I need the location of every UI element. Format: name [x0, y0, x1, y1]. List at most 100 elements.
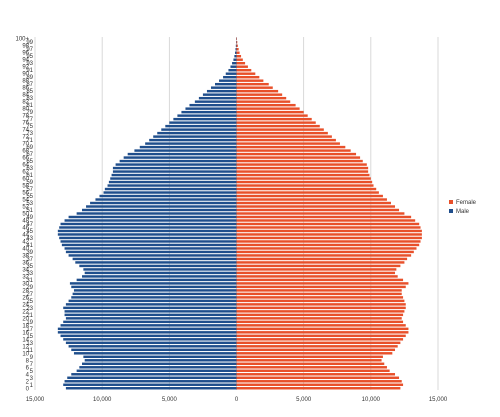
y-tick-label: 53	[26, 201, 33, 207]
female-bar	[236, 362, 385, 366]
y-tick-label: 25	[26, 299, 33, 305]
y-tick-label: 57	[26, 187, 33, 193]
y-tick-label: 50	[22, 212, 29, 218]
female-bar	[236, 264, 401, 268]
male-bar	[103, 191, 237, 194]
male-bar	[65, 387, 237, 390]
male-bar	[181, 110, 237, 114]
female-bar	[236, 121, 316, 124]
male-bar	[71, 285, 237, 289]
male-bar	[235, 44, 237, 47]
male-bar	[177, 114, 237, 117]
male-bar	[153, 135, 237, 138]
y-tick-label: 10	[22, 351, 29, 357]
male-bar	[79, 264, 237, 268]
y-tick-label: 69	[26, 145, 33, 151]
female-bar	[236, 135, 332, 138]
female-bar	[236, 194, 383, 198]
y-tick-label: 75	[26, 124, 33, 130]
y-tick-label: 37	[26, 257, 33, 263]
male-bar	[72, 292, 237, 296]
y-tick-label: 24	[22, 302, 29, 308]
y-tick-label: 8	[26, 358, 30, 364]
y-tick-label: 58	[22, 184, 29, 190]
y-tick-label: 94	[22, 58, 29, 64]
y-tick-label: 30	[22, 281, 29, 287]
female-bar	[236, 282, 409, 285]
male-bar	[95, 198, 237, 201]
male-bar	[232, 61, 237, 65]
female-bar	[236, 156, 361, 159]
y-tick-label: 68	[22, 149, 29, 155]
female-bar	[236, 184, 374, 187]
female-bar	[236, 222, 420, 226]
y-tick-label: 99	[26, 40, 33, 46]
male-bar	[235, 48, 237, 51]
y-tick-label: 88	[22, 79, 29, 85]
female-bar	[236, 233, 422, 236]
female-bar	[236, 243, 420, 247]
y-tick-label: 60	[22, 177, 29, 183]
male-bar	[145, 142, 237, 145]
male-bar	[59, 226, 237, 229]
female-bar	[236, 376, 400, 379]
y-tick-label: 64	[22, 163, 29, 169]
male-bar	[76, 278, 237, 282]
female-bar	[236, 334, 406, 338]
female-bar	[236, 380, 402, 383]
female-bar	[236, 250, 414, 254]
male-bar	[157, 131, 237, 135]
female-bar	[236, 107, 300, 110]
female-bar	[236, 180, 373, 184]
male-bar	[71, 373, 237, 376]
female-bar	[236, 93, 283, 96]
male-bar	[206, 89, 237, 93]
female-bar	[236, 117, 312, 121]
y-tick-label: 38	[22, 253, 29, 259]
y-tick-label: 63	[26, 166, 33, 172]
male-bar	[110, 177, 237, 180]
y-tick-label: 36	[22, 260, 29, 266]
y-tick-label: 71	[26, 138, 33, 144]
y-tick-label: 51	[26, 208, 33, 214]
y-tick-label: 11	[27, 348, 34, 354]
female-bar	[236, 138, 336, 142]
female-bar	[236, 212, 405, 215]
female-bar	[236, 159, 363, 163]
male-bar	[63, 320, 237, 324]
female-bar	[236, 100, 291, 103]
female-bar	[236, 373, 396, 376]
y-tick-label: 87	[26, 82, 33, 88]
male-bar	[57, 331, 237, 334]
y-tick-label: 26	[22, 295, 29, 301]
y-tick-label: 85	[26, 89, 33, 95]
male-bar	[189, 103, 237, 107]
y-tick-label: 20	[22, 316, 29, 322]
male-bar	[86, 205, 237, 208]
male-bar	[71, 296, 237, 299]
female-bar	[236, 58, 243, 61]
female-bar	[236, 257, 408, 261]
y-tick-label: 45	[26, 229, 33, 235]
y-tick-label: 5	[30, 369, 34, 375]
male-bar	[65, 341, 237, 345]
female-bar	[236, 65, 248, 68]
y-tick-label: 55	[26, 194, 33, 200]
x-tick-label: 15,000	[26, 397, 45, 403]
legend-swatch	[449, 209, 453, 213]
y-tick-label: 90	[22, 72, 29, 78]
y-tick-label: 86	[22, 86, 29, 92]
legend: Female Male	[449, 200, 477, 215]
y-tick-label: 91	[26, 68, 33, 74]
y-tick-label: 49	[26, 215, 33, 221]
x-tick-label: 5,000	[296, 397, 312, 403]
female-bar	[236, 236, 422, 240]
y-tick-label: 1	[30, 383, 34, 389]
y-tick-label: 32	[22, 274, 29, 280]
y-tick-label: 95	[26, 54, 33, 60]
male-bar	[165, 124, 237, 128]
male-bar	[99, 194, 237, 198]
female-bar	[236, 289, 402, 292]
female-bar	[236, 352, 393, 355]
female-bar	[236, 383, 404, 386]
